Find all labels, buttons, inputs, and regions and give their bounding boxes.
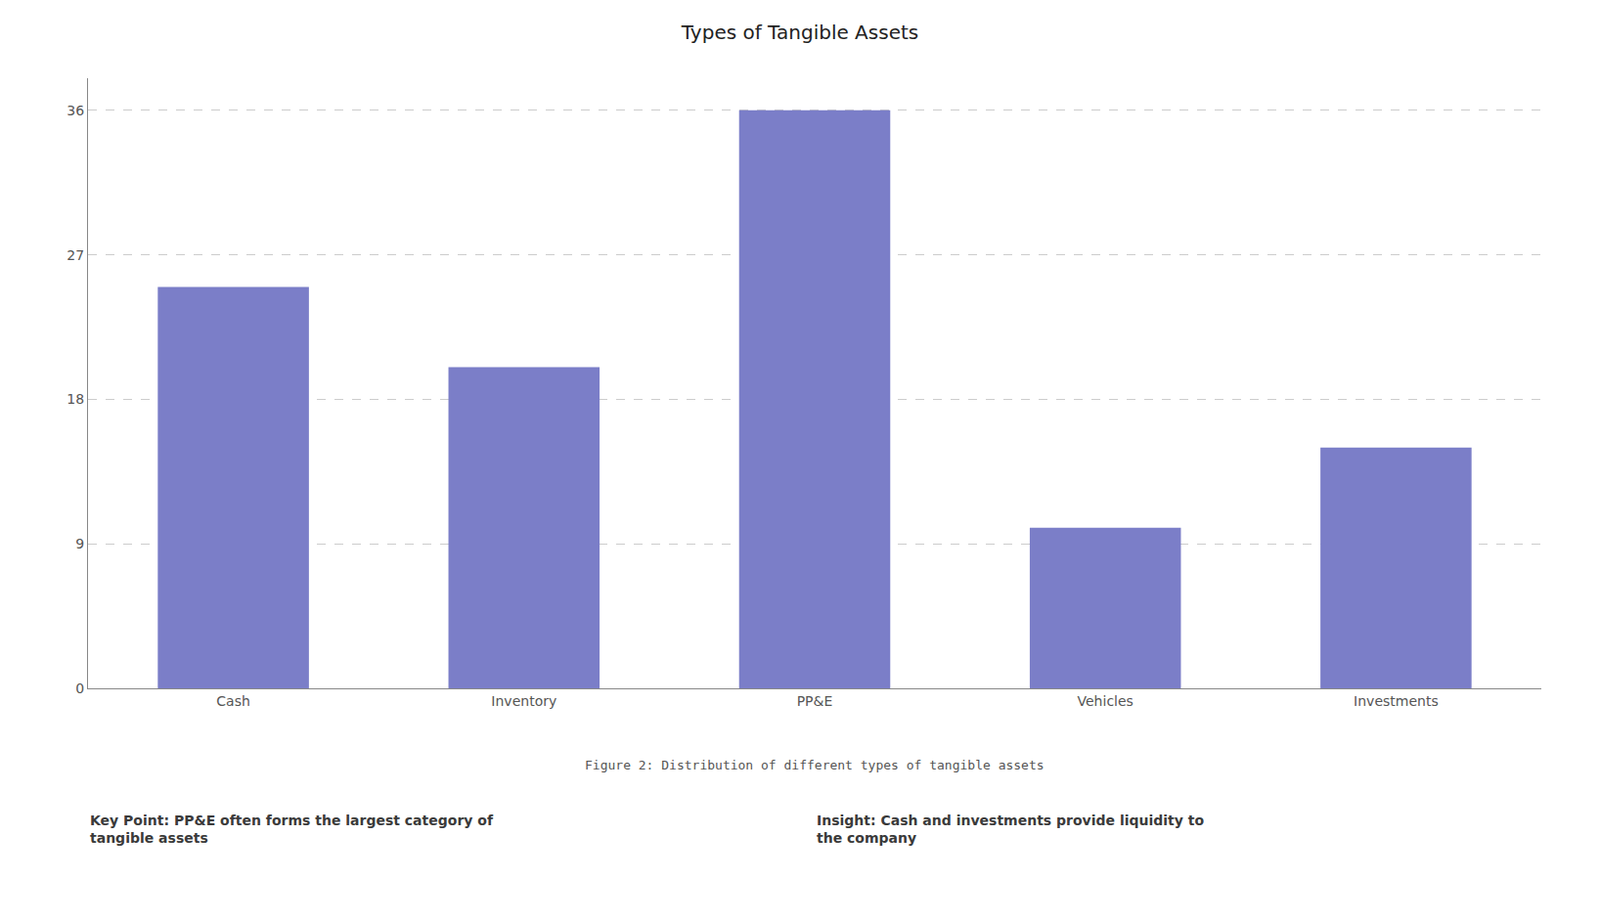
svg-text:PP&E: PP&E (797, 693, 834, 710)
svg-text:Cash: Cash (216, 693, 251, 710)
svg-text:Figure 2: Distribution of diff: Figure 2: Distribution of different type… (584, 757, 1045, 773)
svg-text:36: 36 (66, 102, 85, 119)
svg-text:0: 0 (75, 680, 85, 697)
svg-text:Types of Tangible Assets: Types of Tangible Assets (680, 20, 919, 45)
svg-text:Inventory: Inventory (490, 693, 557, 710)
svg-text:Key Point: PP&E often forms th: Key Point: PP&E often forms the largest … (89, 812, 494, 846)
svg-text:Insight: Cash and investments: Insight: Cash and investments provide li… (816, 812, 1204, 846)
svg-text:Investments: Investments (1353, 693, 1439, 710)
svg-text:27: 27 (66, 247, 85, 264)
svg-text:18: 18 (66, 391, 85, 407)
svg-text:9: 9 (75, 535, 85, 552)
svg-text:Vehicles: Vehicles (1077, 693, 1134, 710)
